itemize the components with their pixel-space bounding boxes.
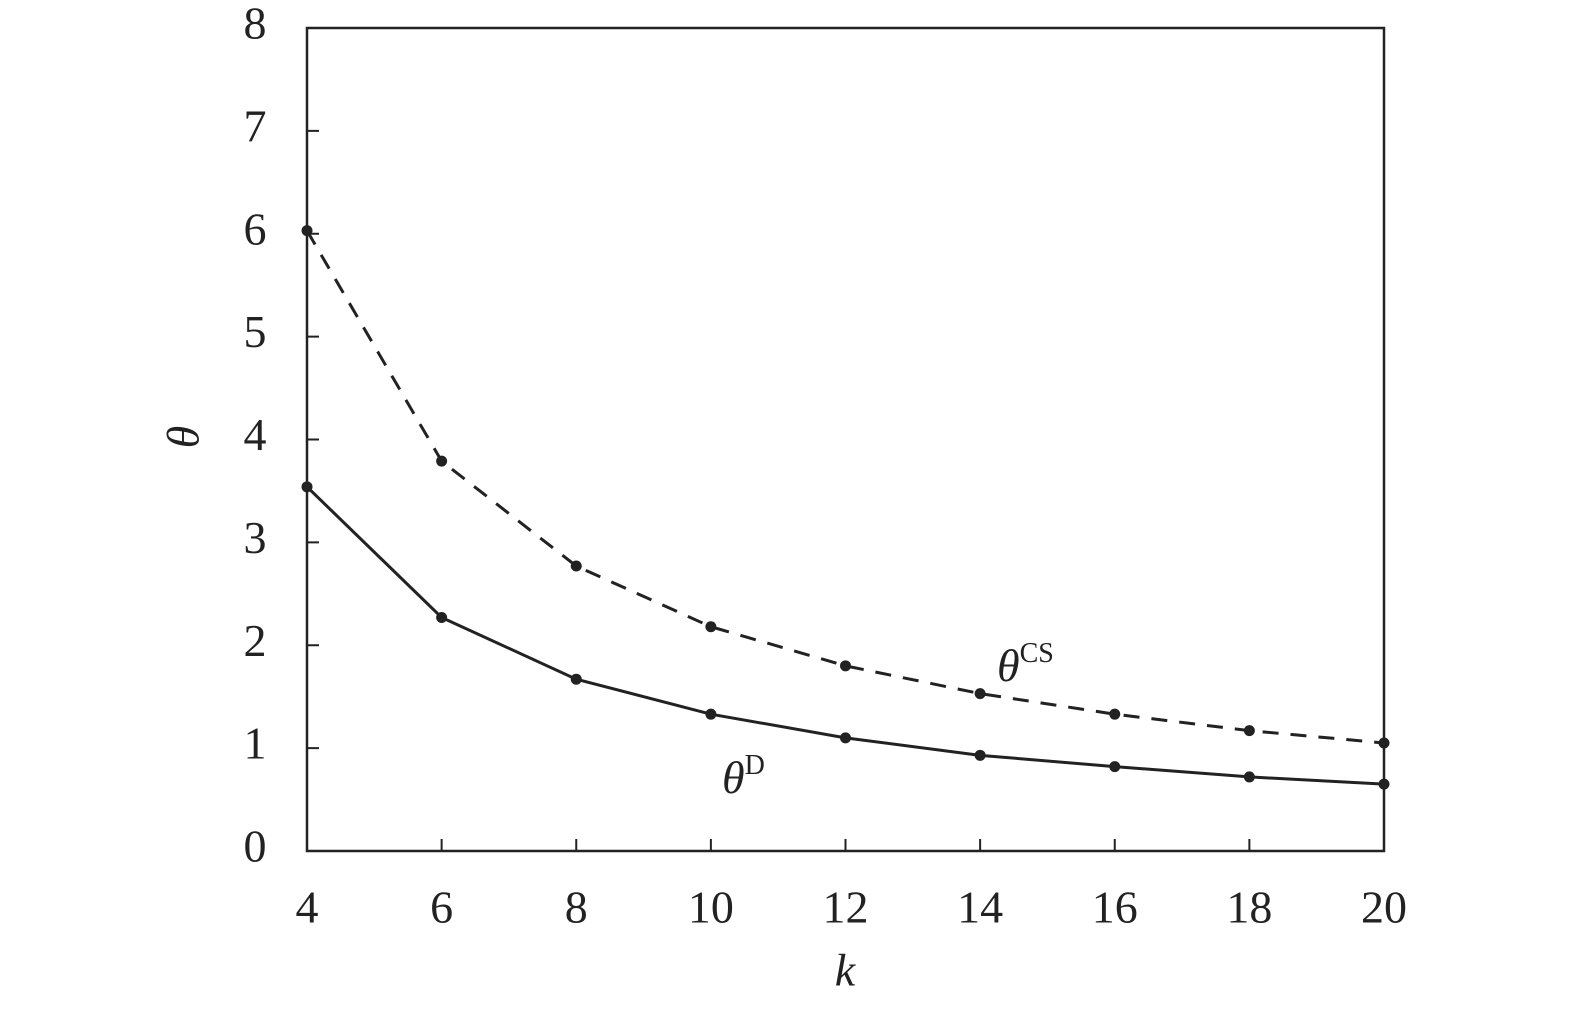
x-tick-label: 12 xyxy=(823,882,869,933)
data-point xyxy=(1378,737,1390,749)
y-tick-label: 7 xyxy=(244,100,267,151)
data-point xyxy=(705,708,717,720)
series-label-sup: D xyxy=(745,750,765,781)
data-point xyxy=(974,749,986,761)
data-point xyxy=(1378,778,1390,790)
data-point xyxy=(1109,761,1121,773)
x-tick-label: 8 xyxy=(565,882,588,933)
x-tick-label: 20 xyxy=(1361,882,1407,933)
y-axis-label: θ xyxy=(158,426,209,449)
series-label-sup: CS xyxy=(1020,638,1054,669)
data-point xyxy=(436,611,448,623)
data-point xyxy=(974,688,986,700)
series-line xyxy=(305,229,1385,745)
data-point xyxy=(1243,725,1255,737)
series-label-symbol: θ xyxy=(997,640,1020,691)
y-tick-label: 6 xyxy=(244,203,267,254)
y-tick-label: 2 xyxy=(244,615,267,666)
data-point xyxy=(570,673,582,685)
x-tick-label: 6 xyxy=(430,882,453,933)
data-point xyxy=(1109,708,1121,720)
data-point xyxy=(570,560,582,572)
x-tick-label: 14 xyxy=(957,882,1003,933)
x-tick-label: 18 xyxy=(1226,882,1272,933)
y-tick-label: 4 xyxy=(244,409,267,460)
x-tick-label: 4 xyxy=(296,882,319,933)
series-label-symbol: θ xyxy=(722,752,745,803)
data-point xyxy=(301,225,313,237)
y-tick-label: 0 xyxy=(244,821,267,872)
data-point xyxy=(1243,771,1255,783)
data-point xyxy=(840,732,851,744)
data-point xyxy=(840,660,851,672)
y-tick-label: 5 xyxy=(244,306,267,357)
series-label: θCS xyxy=(997,638,1054,690)
data-point xyxy=(436,455,448,467)
x-axis-label: k xyxy=(835,945,857,996)
x-tick-label: 10 xyxy=(688,882,734,933)
data-point xyxy=(301,481,313,493)
y-tick-label: 8 xyxy=(244,0,267,49)
data-point xyxy=(705,621,717,633)
x-tick-label: 16 xyxy=(1092,882,1138,933)
y-tick-label: 3 xyxy=(244,512,267,563)
series-label: θD xyxy=(722,750,765,802)
y-tick-label: 1 xyxy=(244,718,267,769)
